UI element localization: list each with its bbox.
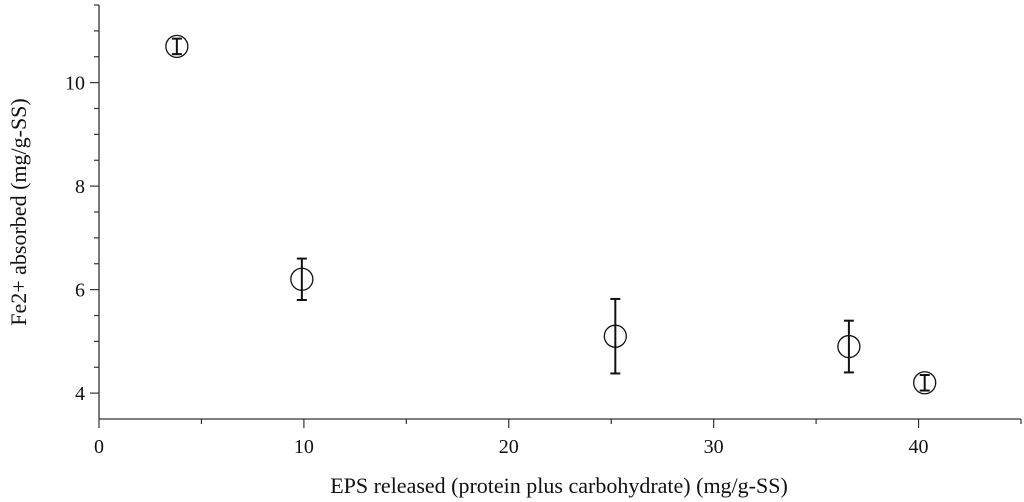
y-tick-label: 10 xyxy=(65,73,85,95)
data-point xyxy=(913,371,937,395)
x-tick-label: 20 xyxy=(499,436,519,458)
x-tick-label: 0 xyxy=(94,436,104,458)
y-axis-title: Fe2+ absorbed (mg/g-SS) xyxy=(6,98,31,326)
data-point xyxy=(165,34,189,59)
x-tick-label: 10 xyxy=(294,436,314,458)
data-marks xyxy=(165,34,937,395)
x-axis-title: EPS released (protein plus carbohydrate)… xyxy=(330,473,788,498)
data-point xyxy=(290,267,314,291)
y-tick-label: 8 xyxy=(75,176,85,198)
y-tick-label: 6 xyxy=(75,280,85,302)
x-tick-label: 30 xyxy=(704,436,724,458)
data-point xyxy=(603,324,627,348)
axes: 0 10 20 30 40 4 6 8 10 xyxy=(65,4,1022,458)
data-point xyxy=(837,334,861,359)
y-tick-label: 4 xyxy=(75,383,85,405)
x-tick-label: 40 xyxy=(909,436,929,458)
